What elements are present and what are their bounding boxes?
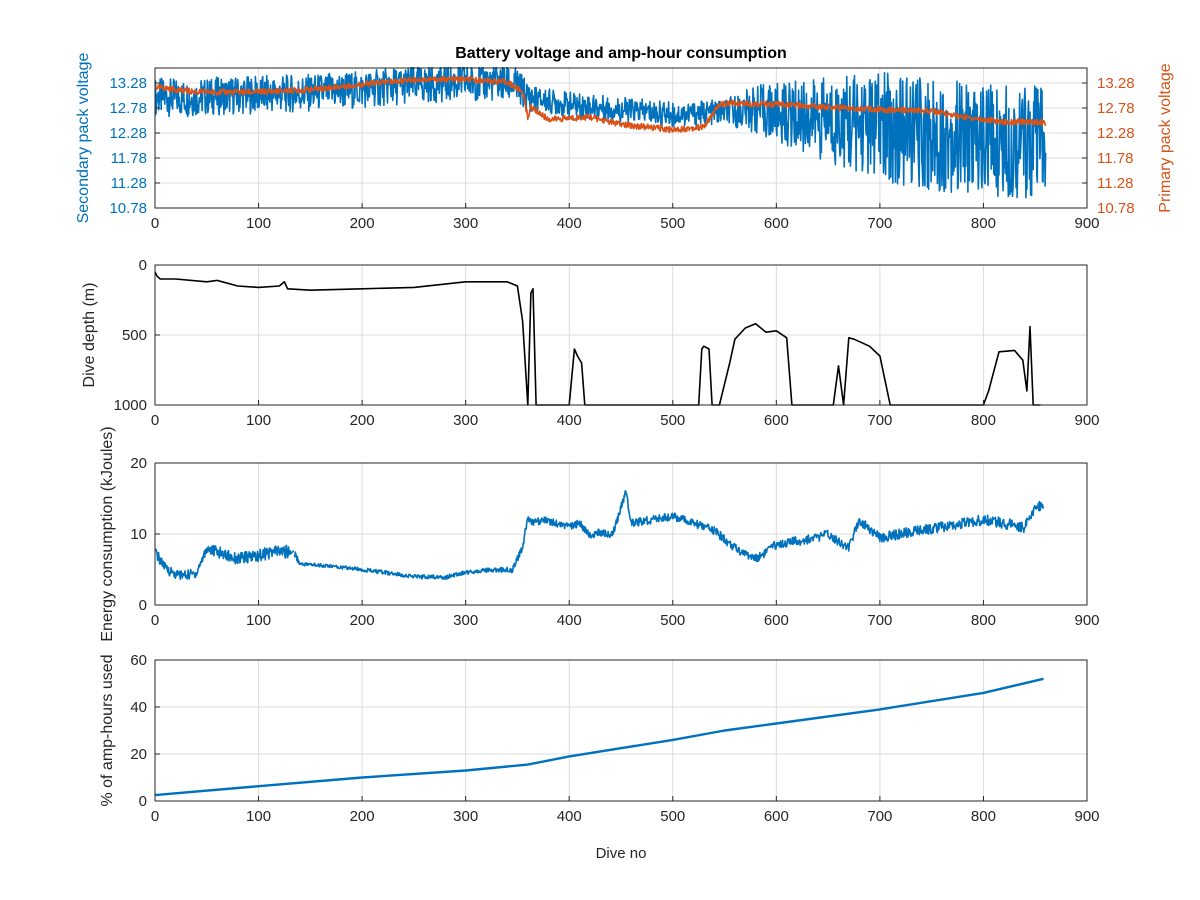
- y-tick-label: 20: [130, 455, 147, 472]
- y-tick-label: 60: [130, 652, 147, 669]
- x-tick-label: 600: [764, 412, 789, 429]
- x-tick-label: 200: [350, 808, 375, 825]
- x-tick-label: 0: [151, 808, 159, 825]
- x-tick-label: 100: [246, 412, 271, 429]
- y-axis-label: Secondary pack voltage: [75, 53, 92, 224]
- x-tick-label: 0: [151, 412, 159, 429]
- x-tick-label: 700: [867, 215, 892, 232]
- x-tick-label: 600: [764, 612, 789, 629]
- y-tick-label: 12.78: [109, 100, 147, 117]
- y-tick-label: 40: [130, 699, 147, 716]
- x-tick-label: 200: [350, 215, 375, 232]
- y-tick-label: 12.28: [109, 125, 147, 142]
- y2-tick-label: 12.28: [1097, 125, 1135, 142]
- y2-axis-label: Primary pack voltage: [1157, 63, 1174, 212]
- series-line-0-seg-0: [155, 544, 295, 581]
- x-tick-label: 100: [246, 215, 271, 232]
- x-tick-label: 700: [867, 612, 892, 629]
- x-tick-label: 400: [557, 808, 582, 825]
- x-tick-label: 500: [660, 612, 685, 629]
- y-tick-label: 10.78: [109, 200, 147, 217]
- x-tick-label: 600: [764, 808, 789, 825]
- axes-box: [154, 67, 1088, 209]
- y-tick-label: 0: [139, 597, 147, 614]
- x-tick-label: 200: [350, 612, 375, 629]
- y2-tick-label: 11.78: [1097, 150, 1133, 167]
- amp-hours-chart: 0 100 200 300 400 500 600 700 800 900 0 20 40 60 % of …: [99, 652, 1100, 862]
- x-tick-label: 900: [1074, 612, 1099, 629]
- x-tick-label: 0: [151, 215, 159, 232]
- x-tick-label: 300: [453, 412, 478, 429]
- y-tick-label: 10: [130, 526, 147, 543]
- series-line-1-seg-0: [155, 75, 1047, 133]
- y-axis-label: % of amp-hours used: [99, 654, 116, 806]
- y-tick-label: 0: [139, 793, 147, 810]
- series-line-0-seg-0: [155, 67, 1047, 199]
- y-tick-label: 20: [130, 746, 147, 763]
- x-tick-label: 400: [557, 215, 582, 232]
- plot-area: [155, 660, 1087, 801]
- x-tick-label: 600: [764, 215, 789, 232]
- x-tick-label: 0: [151, 612, 159, 629]
- x-tick-label: 900: [1074, 215, 1099, 232]
- y-axis-label: Energy consumption (kJoules): [99, 426, 116, 641]
- chart-title: Battery voltage and amp-hour consumption: [455, 45, 787, 62]
- x-tick-label: 400: [557, 612, 582, 629]
- x-tick-label: 800: [971, 612, 996, 629]
- x-tick-label: 900: [1074, 808, 1099, 825]
- y-tick-label: 11.28: [111, 175, 147, 192]
- dive-depth-chart: 0 100 200 300 400 500 600 700 800 900 0 500 1000 Dive…: [81, 257, 1100, 429]
- x-tick-label: 800: [971, 808, 996, 825]
- y2-tick-label: 10.78: [1097, 200, 1135, 217]
- x-tick-label: 300: [453, 612, 478, 629]
- y-tick-label: 1000: [114, 397, 147, 414]
- x-tick-label: 300: [453, 808, 478, 825]
- energy-consumption-chart: 0 100 200 300 400 500 600 700 800 900 0 10 20 Energy …: [99, 426, 1100, 641]
- battery-voltage-chart: 0 100 200 300 400 500 600 700 800 90010.7811.2811…: [75, 45, 1174, 232]
- x-tick-label: 500: [660, 808, 685, 825]
- x-tick-label: 500: [660, 215, 685, 232]
- y-tick-label: 500: [122, 327, 147, 344]
- y2-tick-label: 11.28: [1097, 175, 1133, 192]
- axes-box: [154, 659, 1088, 802]
- x-tick-label: 700: [867, 412, 892, 429]
- x-tick-label: 100: [246, 612, 271, 629]
- y-tick-label: 13.28: [109, 75, 147, 92]
- x-tick-label: 200: [350, 412, 375, 429]
- x-tick-label: 100: [246, 808, 271, 825]
- x-axis-label: Dive no: [596, 845, 647, 862]
- x-tick-label: 700: [867, 808, 892, 825]
- x-tick-label: 800: [971, 215, 996, 232]
- x-tick-label: 400: [557, 412, 582, 429]
- x-tick-label: 900: [1074, 412, 1099, 429]
- series-line-0-seg-2: [612, 490, 1045, 563]
- x-tick-label: 300: [453, 215, 478, 232]
- y-tick-label: 0: [139, 257, 147, 274]
- y-tick-label: 11.78: [111, 150, 147, 167]
- series-line-0: [155, 677, 1044, 797]
- x-tick-label: 800: [971, 412, 996, 429]
- series-line-0-seg-1: [293, 516, 614, 580]
- x-tick-label: 500: [660, 412, 685, 429]
- y2-tick-label: 12.78: [1097, 100, 1135, 117]
- y2-tick-label: 13.28: [1097, 75, 1135, 92]
- y-axis-label: Dive depth (m): [81, 283, 98, 388]
